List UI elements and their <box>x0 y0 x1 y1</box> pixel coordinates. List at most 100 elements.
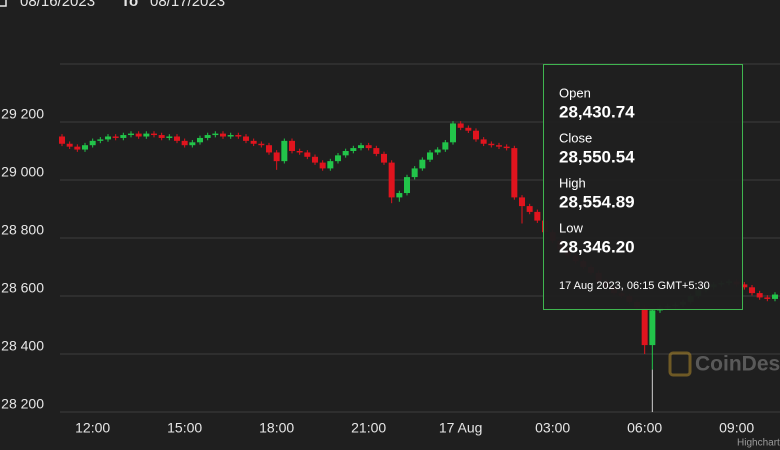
tooltip-box <box>543 64 743 310</box>
candle-body <box>197 137 203 143</box>
candle-body <box>319 162 326 169</box>
candle-body <box>189 142 196 146</box>
candle-body <box>335 155 341 162</box>
candle-body <box>327 161 334 169</box>
candle-body <box>741 284 748 288</box>
tooltip-value: 28,430.74 <box>559 102 635 121</box>
y-tick-label: 28 600 <box>1 280 44 296</box>
candle-body <box>281 140 288 162</box>
candle-body <box>128 133 134 136</box>
candle-body <box>419 159 426 169</box>
candle-body <box>764 297 771 299</box>
candle-body <box>243 136 249 141</box>
candle-body <box>220 133 226 137</box>
candle-body <box>404 177 410 194</box>
candle-body <box>373 148 380 154</box>
candle-body <box>480 139 487 144</box>
candle-body <box>181 140 188 146</box>
x-tick-label: 15:00 <box>167 420 202 436</box>
candle-body <box>649 310 656 346</box>
y-tick-label: 28 200 <box>1 396 44 412</box>
candle-body <box>772 294 778 299</box>
candle-body <box>212 133 219 136</box>
x-tick-label: 06:00 <box>627 420 662 436</box>
candle-body <box>66 143 73 147</box>
candle-body <box>296 151 303 153</box>
candle-body <box>82 145 88 150</box>
x-tick-label: 03:00 <box>535 420 570 436</box>
candle-body <box>105 136 111 140</box>
candle-body <box>749 287 755 294</box>
candle-body <box>534 211 541 221</box>
candle-body <box>450 123 456 143</box>
watermark-icon <box>668 351 692 377</box>
candle-body <box>434 149 441 153</box>
candle-body <box>74 146 81 150</box>
candle-body <box>473 130 479 140</box>
tooltip-label: Low <box>559 220 583 235</box>
candle-body <box>388 162 395 198</box>
candle-body <box>258 143 265 146</box>
candle-body <box>511 148 518 198</box>
date-from: 08/16/2023 <box>20 0 95 10</box>
x-tick-label: 12:00 <box>75 420 110 436</box>
candle-body <box>641 307 648 346</box>
tooltip-value: 28,550.54 <box>559 147 635 166</box>
candle-body <box>381 153 387 163</box>
date-to-word: To <box>121 0 138 10</box>
candle-body <box>427 152 433 160</box>
candle-body <box>289 140 295 151</box>
candle-body <box>143 133 150 137</box>
x-tick-label: 21:00 <box>351 420 386 436</box>
candle-body <box>496 145 502 147</box>
candle-body <box>304 152 311 157</box>
tooltip-label: High <box>559 175 586 190</box>
candle-body <box>273 152 280 162</box>
y-tick-label: 28 400 <box>1 338 44 354</box>
candle-body <box>526 206 533 212</box>
x-tick-label: 18:00 <box>259 420 294 436</box>
candle-body <box>158 135 165 138</box>
candle-body <box>342 151 349 156</box>
candle-body <box>365 145 372 149</box>
tooltip-label: Close <box>559 130 592 145</box>
candle-body <box>488 143 495 146</box>
watermark-text: CoinDesk <box>695 353 780 376</box>
candle-body <box>227 135 234 137</box>
y-tick-label: 29 000 <box>1 164 44 180</box>
tooltip-value: 28,554.89 <box>559 192 635 211</box>
candle-body <box>756 293 763 298</box>
candle-body <box>97 139 104 141</box>
tooltip-date: 17 Aug 2023, 06:15 GMT+5:30 <box>559 280 710 292</box>
candle-body <box>120 135 127 138</box>
candle-body <box>465 127 472 131</box>
candle-body <box>151 133 157 136</box>
x-tick-label: 17 Aug <box>439 420 483 436</box>
candle-body <box>457 123 464 128</box>
y-tick-label: 29 200 <box>1 106 44 122</box>
credits: Highcharts <box>737 438 780 449</box>
candle-body <box>503 146 510 149</box>
candle-body <box>250 140 257 144</box>
candle-body <box>350 148 357 151</box>
tooltip-value: 28,346.20 <box>559 237 635 256</box>
candle-body <box>166 136 173 138</box>
y-tick-label: 28 800 <box>1 222 44 238</box>
candle-body <box>59 136 65 144</box>
date-to: 08/17/2023 <box>150 0 225 10</box>
candle-body <box>411 168 418 178</box>
candle-body <box>442 142 449 150</box>
candle-body <box>312 156 318 163</box>
candle-body <box>135 133 142 137</box>
candle-body <box>396 193 403 198</box>
watermark: CoinDesk <box>668 351 780 377</box>
candle-body <box>174 136 180 141</box>
candle-body <box>112 136 119 138</box>
candle-body <box>235 135 242 137</box>
tooltip-label: Open <box>559 85 591 100</box>
tooltip: Open 28,430.74 Close 28,550.54 High 28,554.89… <box>543 64 743 310</box>
candle-body <box>204 135 211 138</box>
candle-body <box>519 197 525 207</box>
